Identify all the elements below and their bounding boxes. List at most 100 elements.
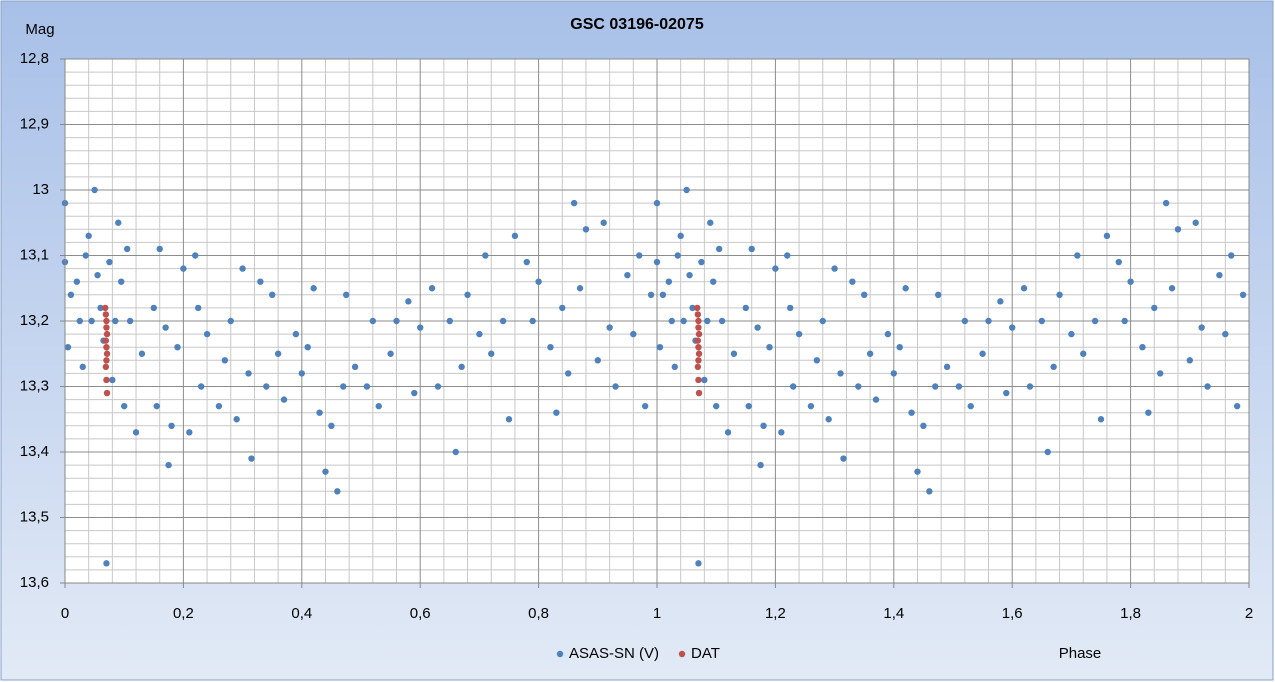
point — [647, 291, 655, 298]
point — [280, 396, 288, 403]
point — [695, 344, 702, 351]
point — [263, 383, 270, 390]
point — [67, 291, 75, 298]
point — [215, 402, 223, 410]
point — [600, 219, 607, 226]
point — [328, 422, 335, 429]
point — [807, 402, 815, 410]
x-tick-label: 1,4 — [883, 605, 904, 622]
point — [1068, 330, 1075, 338]
point — [304, 344, 311, 351]
point — [630, 330, 637, 338]
point — [511, 232, 519, 240]
point — [1026, 383, 1034, 390]
point — [695, 376, 702, 384]
point — [582, 226, 590, 233]
point — [694, 311, 702, 318]
point — [710, 278, 717, 285]
y-tick-label: 13 — [32, 181, 49, 198]
point — [914, 468, 921, 475]
point — [446, 317, 453, 325]
point — [322, 468, 329, 475]
point — [203, 330, 211, 338]
y-axis-label: Mag — [25, 21, 54, 38]
x-tick-label: 0,8 — [528, 605, 549, 622]
point — [343, 291, 350, 298]
point — [1115, 258, 1122, 266]
point — [979, 350, 986, 357]
point — [1091, 317, 1099, 325]
point — [715, 245, 723, 253]
point — [221, 357, 229, 364]
point — [694, 363, 702, 371]
legend-swatch — [556, 650, 564, 658]
point — [458, 363, 465, 371]
x-tick-label: 2 — [1245, 605, 1253, 622]
point — [292, 330, 300, 338]
point — [1003, 389, 1010, 397]
grid — [64, 58, 1250, 584]
point — [795, 330, 803, 338]
point — [150, 304, 157, 312]
point — [849, 278, 856, 285]
point — [778, 429, 785, 436]
point — [156, 245, 163, 253]
point — [102, 311, 110, 318]
point — [866, 350, 874, 357]
point — [174, 344, 181, 351]
point — [192, 252, 199, 259]
point — [656, 344, 664, 351]
point — [884, 330, 892, 338]
x-tick-label: 1 — [653, 605, 661, 622]
point — [153, 402, 160, 410]
point — [233, 416, 240, 423]
y-tick-label: 13,1 — [20, 246, 49, 263]
point — [570, 199, 578, 207]
point — [115, 219, 122, 226]
y-tick-label: 13,5 — [20, 508, 49, 525]
point — [1216, 271, 1223, 279]
point — [659, 291, 667, 298]
point — [1151, 304, 1158, 312]
point — [890, 370, 897, 377]
point — [695, 350, 703, 357]
point — [594, 357, 601, 364]
x-tick-label: 0,4 — [291, 605, 312, 622]
point — [245, 370, 252, 377]
point — [464, 291, 471, 298]
point — [505, 416, 513, 423]
point — [109, 376, 116, 384]
point — [636, 252, 643, 259]
point — [298, 370, 305, 377]
point — [1162, 199, 1170, 207]
point — [961, 317, 969, 325]
point — [351, 363, 359, 371]
point — [1020, 285, 1028, 292]
point — [1228, 252, 1235, 259]
point — [1168, 285, 1176, 292]
point — [121, 402, 128, 410]
point — [825, 416, 832, 423]
point — [1145, 409, 1152, 416]
point — [920, 422, 927, 429]
point — [165, 461, 172, 469]
point — [819, 317, 826, 325]
point — [831, 265, 838, 272]
y-tick-label: 13,4 — [20, 443, 49, 460]
x-tick-label: 0 — [61, 605, 69, 622]
point — [855, 383, 862, 390]
point — [789, 383, 797, 390]
point — [612, 383, 619, 390]
point — [88, 317, 95, 325]
point — [535, 278, 542, 285]
legend-label: ASAS-SN (V) — [569, 645, 659, 662]
point — [955, 383, 963, 390]
point — [997, 298, 1004, 305]
legend-label: DAT — [691, 645, 720, 662]
point — [872, 396, 880, 403]
x-tick-label: 0,6 — [410, 605, 431, 622]
point — [896, 344, 903, 351]
point — [766, 344, 773, 351]
